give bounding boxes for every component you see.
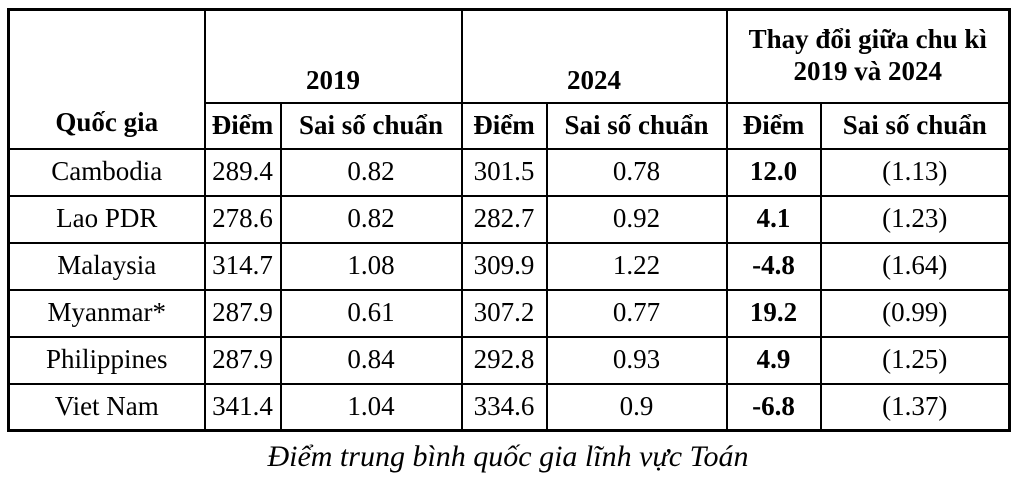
country-cell: Cambodia [7, 147, 206, 197]
column-header-score-2024: Điểm [460, 101, 548, 150]
table-row: Myanmar* 287.9 0.61 307.2 0.77 19.2 (0.9… [7, 288, 1011, 338]
se-2024-cell: 0.78 [545, 147, 728, 197]
score-2024-cell: 292.8 [460, 335, 548, 385]
se-2019-cell: 1.04 [279, 382, 463, 432]
score-2019-cell: 287.9 [203, 335, 282, 385]
score-2019-cell: 341.4 [203, 382, 282, 432]
group-header-row: Quốc gia 2019 2024 Thay đổi giữa chu kì … [7, 8, 1011, 150]
group-header-2024: 2024 [460, 8, 728, 104]
se-2024-cell: 0.77 [545, 288, 728, 338]
score-2024-cell: 307.2 [460, 288, 548, 338]
table-body: Cambodia 289.4 0.82 301.5 0.78 12.0 (1.1… [7, 147, 1011, 432]
score-2019-cell: 278.6 [203, 194, 282, 244]
column-header-se-2024: Sai số chuẩn [545, 101, 728, 150]
se-2019-cell: 0.61 [279, 288, 463, 338]
table-row: Lao PDR 278.6 0.82 282.7 0.92 4.1 (1.23) [7, 194, 1011, 244]
se-2024-cell: 1.22 [545, 241, 728, 291]
change-score-cell: 4.9 [725, 335, 822, 385]
se-2024-cell: 0.92 [545, 194, 728, 244]
column-header-se-change: Sai số chuẩn [819, 101, 1011, 150]
se-2019-cell: 1.08 [279, 241, 463, 291]
se-2019-cell: 0.84 [279, 335, 463, 385]
score-2019-cell: 287.9 [203, 288, 282, 338]
group-header-2019: 2019 [203, 8, 463, 104]
country-cell: Myanmar* [7, 288, 206, 338]
table-caption: Điểm trung bình quốc gia lĩnh vực Toán [267, 440, 749, 473]
column-header-score-change: Điểm [725, 101, 822, 150]
change-se-cell: (1.64) [819, 241, 1011, 291]
change-se-cell: (1.23) [819, 194, 1011, 244]
se-2019-cell: 0.82 [279, 147, 463, 197]
column-header-country: Quốc gia [7, 8, 206, 150]
sub-header-row: Điểm Sai số chuẩn Điểm Sai số chuẩn Điểm… [9, 101, 1011, 150]
column-header-score-2019: Điểm [203, 101, 282, 150]
change-score-cell: 4.1 [725, 194, 822, 244]
se-2024-cell: 0.9 [545, 382, 728, 432]
change-score-cell: 19.2 [725, 288, 822, 338]
country-cell: Viet Nam [7, 382, 206, 432]
column-header-se-2019: Sai số chuẩn [279, 101, 463, 150]
table-row: Viet Nam 341.4 1.04 334.6 0.9 -6.8 (1.37… [7, 382, 1011, 432]
group-header-change: Thay đổi giữa chu kì 2019 và 2024 [725, 8, 1011, 104]
change-se-cell: (1.13) [819, 147, 1011, 197]
score-2019-cell: 314.7 [203, 241, 282, 291]
change-se-cell: (0.99) [819, 288, 1011, 338]
change-score-cell: 12.0 [725, 147, 822, 197]
scores-table: Quốc gia 2019 2024 Thay đổi giữa chu kì … [7, 8, 1011, 432]
se-2019-cell: 0.82 [279, 194, 463, 244]
se-2024-cell: 0.93 [545, 335, 728, 385]
country-cell: Philippines [7, 335, 206, 385]
change-score-cell: -4.8 [725, 241, 822, 291]
country-cell: Malaysia [7, 241, 206, 291]
change-se-cell: (1.25) [819, 335, 1011, 385]
table-header: Quốc gia 2019 2024 Thay đổi giữa chu kì … [7, 8, 1011, 150]
score-2024-cell: 282.7 [460, 194, 548, 244]
score-2019-cell: 289.4 [203, 147, 282, 197]
score-2024-cell: 309.9 [460, 241, 548, 291]
score-2024-cell: 334.6 [460, 382, 548, 432]
change-se-cell: (1.37) [819, 382, 1011, 432]
table-row: Cambodia 289.4 0.82 301.5 0.78 12.0 (1.1… [7, 147, 1011, 197]
score-2024-cell: 301.5 [460, 147, 548, 197]
country-cell: Lao PDR [7, 194, 206, 244]
table-row: Malaysia 314.7 1.08 309.9 1.22 -4.8 (1.6… [7, 241, 1011, 291]
change-score-cell: -6.8 [725, 382, 822, 432]
table-row: Philippines 287.9 0.84 292.8 0.93 4.9 (1… [7, 335, 1011, 385]
